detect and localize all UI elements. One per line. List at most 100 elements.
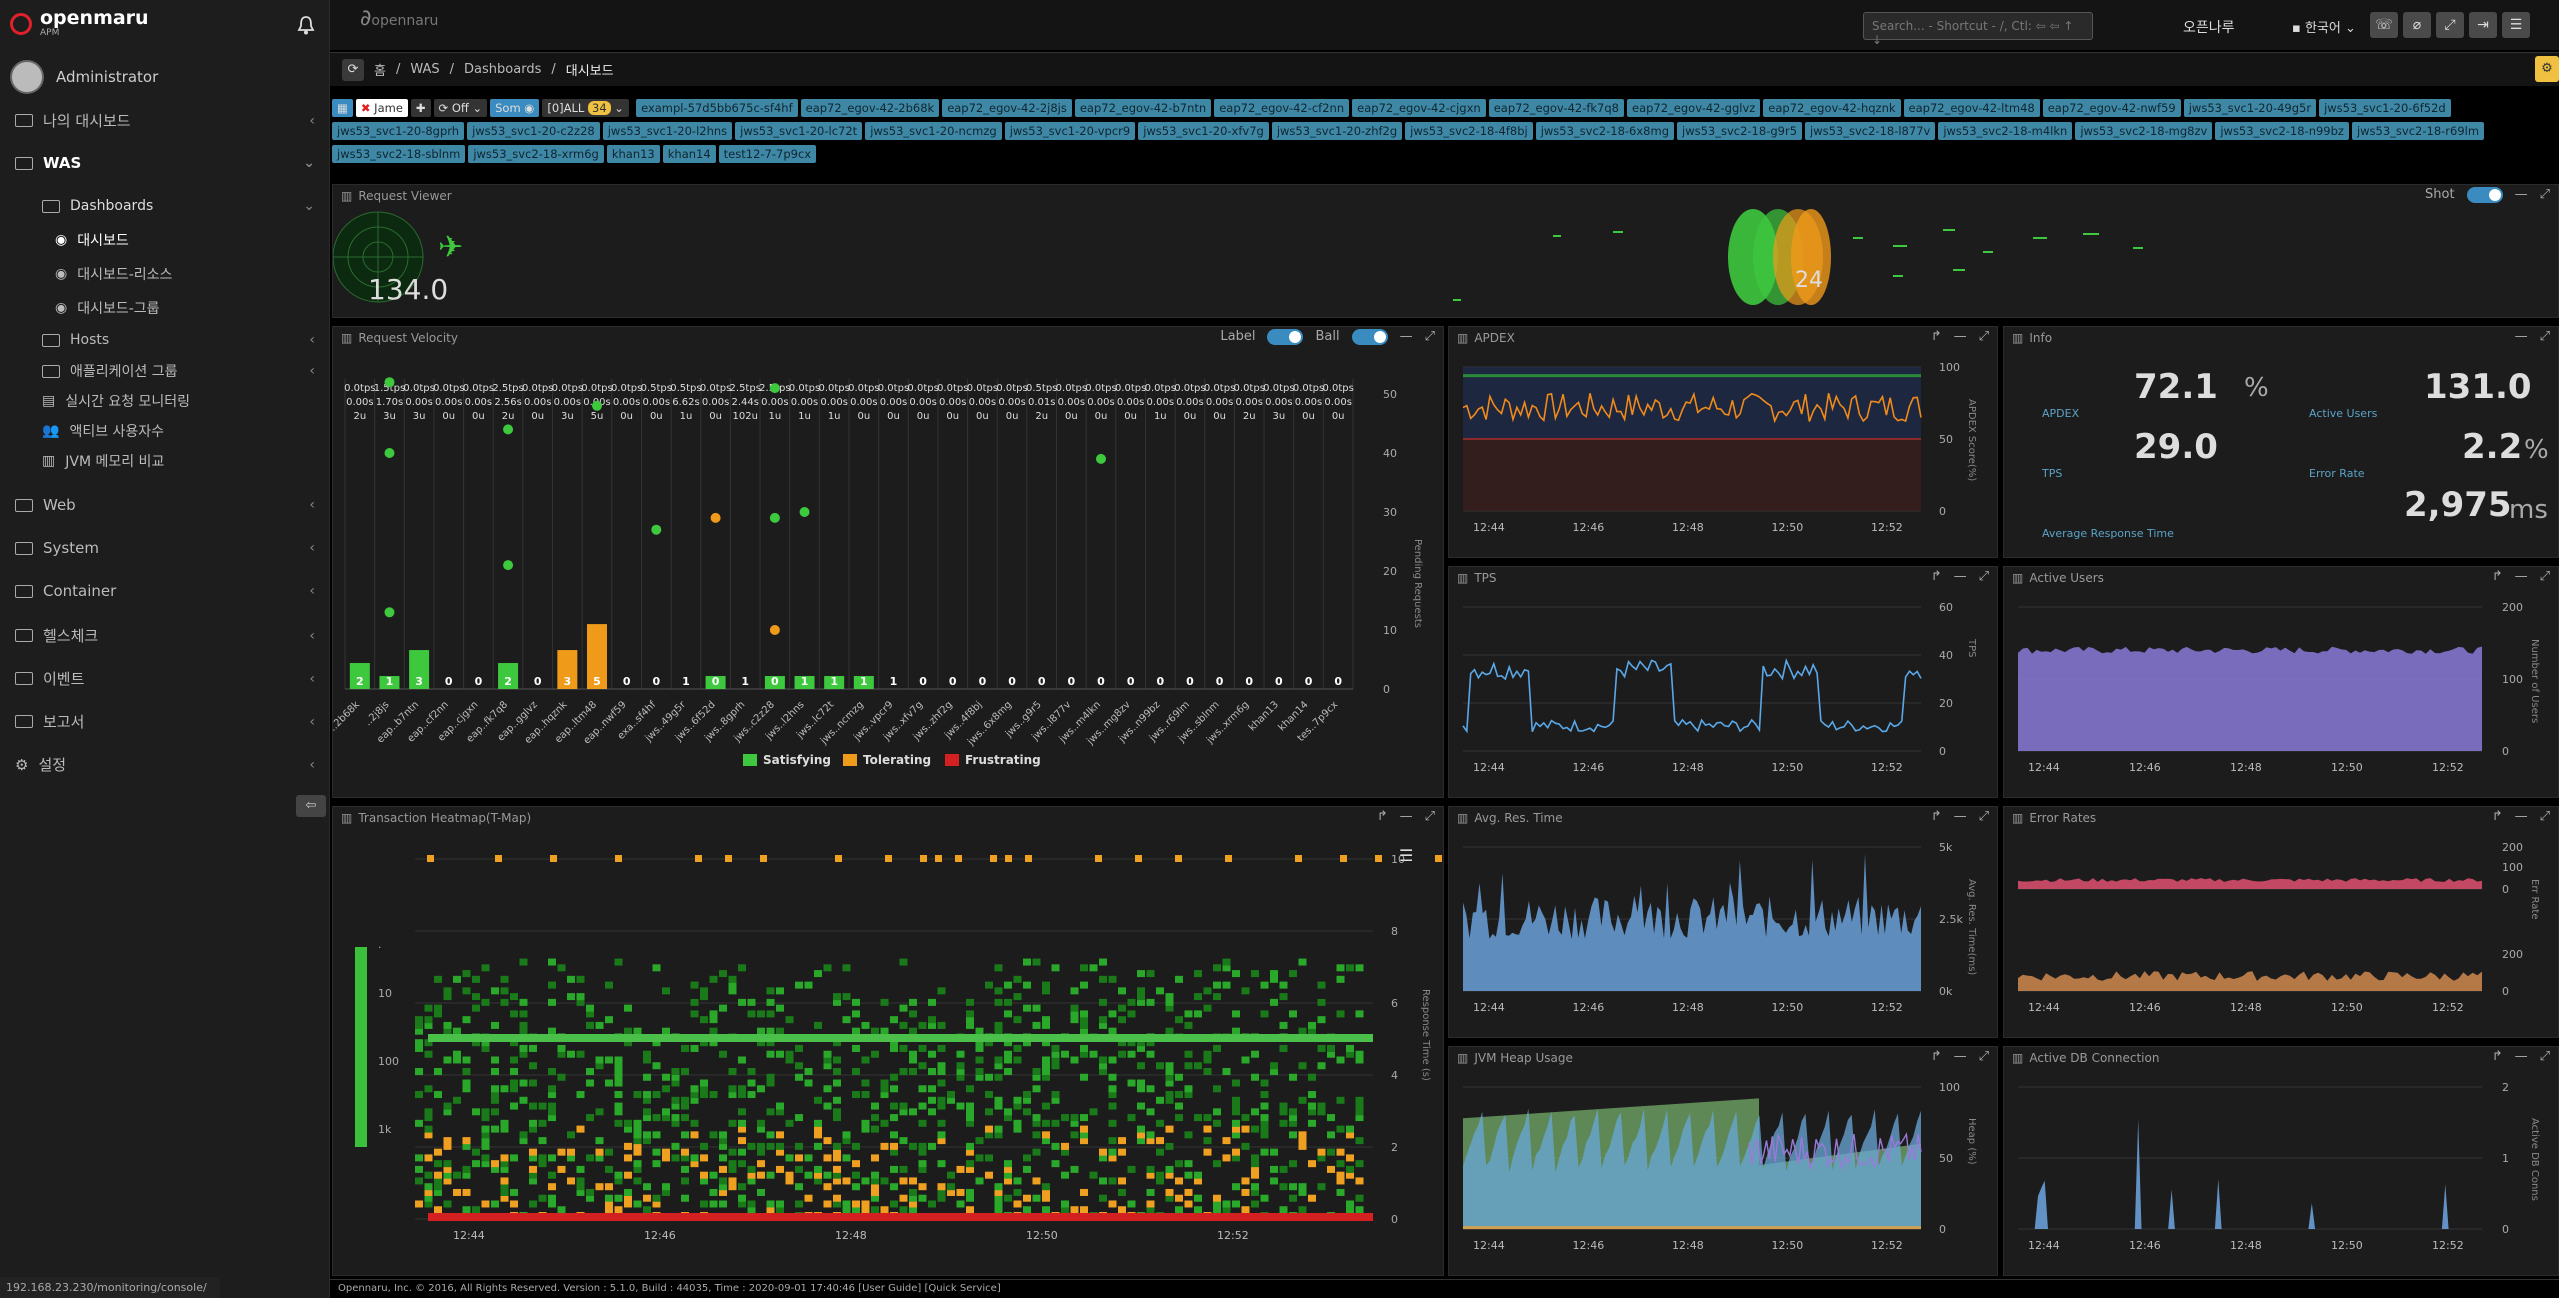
expand-icon[interactable]: ⤢ xyxy=(1978,809,1989,824)
refresh-icon[interactable]: ⟳ xyxy=(342,58,364,81)
server-tag[interactable]: jws53_svc2-18-sblnm xyxy=(332,145,466,163)
server-tag[interactable]: jws53_svc1-20-l2hns xyxy=(602,122,733,140)
label-toggle[interactable] xyxy=(1267,329,1304,345)
sidebar-item-dashboard[interactable]: ◉ 대시보드 xyxy=(55,230,315,250)
expand-icon[interactable]: ⤢ xyxy=(1424,809,1435,824)
server-tag[interactable]: jws53_svc2-18-l877v xyxy=(1805,122,1936,140)
expand-icon[interactable]: ⤢ xyxy=(2539,1049,2550,1064)
grid-toggle-button[interactable]: ▦ xyxy=(332,99,353,117)
server-tag[interactable]: jws53_svc1-20-49g5r xyxy=(2183,99,2317,117)
sidebar-item-dashboard-resource[interactable]: ◉ 대시보드-리소스 xyxy=(55,264,315,284)
expand-icon[interactable]: ⤢ xyxy=(1978,329,1989,344)
server-tag[interactable]: jws53_svc2-18-mg8zv xyxy=(2075,122,2213,140)
share-icon[interactable]: ↱ xyxy=(2491,809,2503,824)
logout-icon[interactable]: ⇥ xyxy=(2469,12,2497,38)
server-tag[interactable]: eap72_egov-42-2b68k xyxy=(800,99,940,117)
minimize-icon[interactable]: — xyxy=(1953,329,1967,344)
server-tag[interactable]: eap72_egov-42-gglvz xyxy=(1627,99,1761,117)
settings-gear-button[interactable]: ⚙ xyxy=(2535,56,2559,82)
fullscreen-icon[interactable]: ⤢ xyxy=(2436,12,2464,38)
sidebar-item-was[interactable]: WAS ⌄ xyxy=(15,154,315,172)
server-tag[interactable]: exampl-57d5bb675c-sf4hf xyxy=(636,99,798,117)
expand-icon[interactable]: ⤢ xyxy=(2539,187,2550,202)
server-tag[interactable]: test12-7-7p9cx xyxy=(718,145,817,163)
refresh-off-select[interactable]: ⟳ Off ⌄ xyxy=(433,99,488,117)
user-menu[interactable]: 오픈나루 xyxy=(2183,20,2235,36)
search-input[interactable]: Search... - Shortcut - /, Ctl: ⇦ ⇦ ↑ ↓ xyxy=(1863,12,2093,47)
server-tag[interactable]: jws53_svc2-18-6x8mg xyxy=(1535,122,1674,140)
minimize-icon[interactable]: — xyxy=(1953,809,1967,824)
sidebar-item-settings[interactable]: ⚙ 설정 ‹ xyxy=(15,754,315,775)
server-tag[interactable]: jws53_svc2-18-4f8bj xyxy=(1405,122,1533,140)
collapse-sidebar-button[interactable]: ⇦ xyxy=(296,795,326,817)
server-tag[interactable]: eap72_egov-42-cjgxn xyxy=(1352,99,1486,117)
sidebar-item-dashboard-group[interactable]: ◉ 대시보드-그룹 xyxy=(55,298,315,318)
minimize-icon[interactable]: — xyxy=(1399,809,1413,824)
breadcrumb-was[interactable]: WAS xyxy=(410,62,440,77)
server-tag[interactable]: eap72_egov-42-ltm48 xyxy=(1903,99,2040,117)
server-tag[interactable]: jws53_svc1-20-ncmzg xyxy=(865,122,1002,140)
sidebar-item-healthcheck[interactable]: 헬스체크 ‹ xyxy=(15,625,315,646)
minimize-icon[interactable]: — xyxy=(2514,1049,2528,1064)
sidebar-item-realtime-monitor[interactable]: ▤ 실시간 요청 모니터링 xyxy=(42,391,315,411)
menu-icon[interactable]: ☰ xyxy=(2502,12,2530,38)
ball-toggle[interactable] xyxy=(1351,329,1388,345)
language-select[interactable]: ▪ 한국어 ⌄ xyxy=(2292,21,2356,36)
share-icon[interactable]: ↱ xyxy=(1376,809,1388,824)
server-tag[interactable]: eap72_egov-42-cf2nn xyxy=(1214,99,1350,117)
phone-icon[interactable]: ☏ xyxy=(2370,12,2398,38)
minimize-icon[interactable]: — xyxy=(1399,329,1413,344)
minimize-icon[interactable]: — xyxy=(1953,569,1967,584)
admin-profile[interactable]: Administrator xyxy=(10,60,158,94)
expand-icon[interactable]: ⤢ xyxy=(2539,329,2550,344)
share-icon[interactable]: ↱ xyxy=(2491,569,2503,584)
server-tag[interactable]: eap72_egov-42-fk7q8 xyxy=(1488,99,1624,117)
server-tag[interactable]: jws53_svc2-18-n99bz xyxy=(2215,122,2349,140)
minimize-icon[interactable]: — xyxy=(2514,187,2528,202)
sidebar-item-reports[interactable]: 보고서 ‹ xyxy=(15,711,315,732)
minimize-icon[interactable]: — xyxy=(1953,1049,1967,1064)
shot-toggle[interactable] xyxy=(2466,187,2503,203)
server-tag[interactable]: jws53_svc1-20-vpcr9 xyxy=(1004,122,1136,140)
logo[interactable]: openmaru APM xyxy=(10,9,149,38)
expand-icon[interactable]: ⤢ xyxy=(2539,569,2550,584)
sidebar-item-web[interactable]: Web ‹ xyxy=(15,496,315,514)
share-icon[interactable]: ↱ xyxy=(1930,569,1942,584)
server-tag[interactable]: jws53_svc1-20-xfv7g xyxy=(1138,122,1269,140)
all-select[interactable]: [0]ALL 34 ⌄ xyxy=(542,99,629,117)
server-tag[interactable]: jws53_svc2-18-g9r5 xyxy=(1677,122,1803,140)
expand-icon[interactable]: ⤢ xyxy=(1978,1049,1989,1064)
som-toggle[interactable]: Som ◉ xyxy=(490,99,540,117)
add-button[interactable]: ✚ xyxy=(410,99,431,117)
server-tag[interactable]: jws53_svc1-20-6f52d xyxy=(2319,99,2451,117)
expand-icon[interactable]: ⤢ xyxy=(1424,329,1435,344)
server-tag[interactable]: khan14 xyxy=(662,145,716,163)
expand-icon[interactable]: ⤢ xyxy=(2539,809,2550,824)
server-tag[interactable]: jws53_svc1-20-8gprh xyxy=(332,122,465,140)
breadcrumb-home[interactable]: 홈 xyxy=(374,64,386,79)
sidebar-item-container[interactable]: Container ‹ xyxy=(15,582,315,600)
share-icon[interactable]: ↱ xyxy=(1930,809,1942,824)
share-icon[interactable]: ↱ xyxy=(2491,1049,2503,1064)
server-tag[interactable]: jws53_svc1-20-zhf2g xyxy=(1271,122,1403,140)
server-tag[interactable]: eap72_egov-42-nwf59 xyxy=(2042,99,2181,117)
server-tag[interactable]: eap72_egov-42-hqznk xyxy=(1763,99,1901,117)
bell-icon[interactable] xyxy=(295,14,317,36)
server-tag[interactable]: eap72_egov-42-b7ntn xyxy=(1074,99,1212,117)
server-tag[interactable]: khan13 xyxy=(606,145,660,163)
expand-icon[interactable]: ⤢ xyxy=(1978,569,1989,584)
sidebar-item-active-users[interactable]: 👥 액티브 사용자수 xyxy=(42,421,315,441)
minimize-icon[interactable]: — xyxy=(2514,329,2528,344)
share-icon[interactable]: ↱ xyxy=(1930,1049,1942,1064)
sidebar-item-jvm-memory[interactable]: ▥ JVM 메모리 비교 xyxy=(42,451,315,471)
sidebar-item-app-group[interactable]: 애플리케이션 그룹 ‹ xyxy=(42,361,315,381)
sidebar-item-system[interactable]: System ‹ xyxy=(15,539,315,557)
minimize-icon[interactable]: — xyxy=(2514,809,2528,824)
sidebar-item-dashboards[interactable]: Dashboards ⌄ xyxy=(42,198,315,214)
server-tag[interactable]: jws53_svc2-18-m4lkn xyxy=(1938,122,2073,140)
server-tag[interactable]: jws53_svc2-18-r69lm xyxy=(2351,122,2485,140)
breadcrumb-dashboards[interactable]: Dashboards xyxy=(464,62,542,77)
server-tag[interactable]: eap72_egov-42-2j8js xyxy=(942,99,1072,117)
mute-icon[interactable]: ⌀ xyxy=(2403,12,2431,38)
sidebar-item-my-dashboard[interactable]: 나의 대시보드 ‹ xyxy=(15,110,315,131)
